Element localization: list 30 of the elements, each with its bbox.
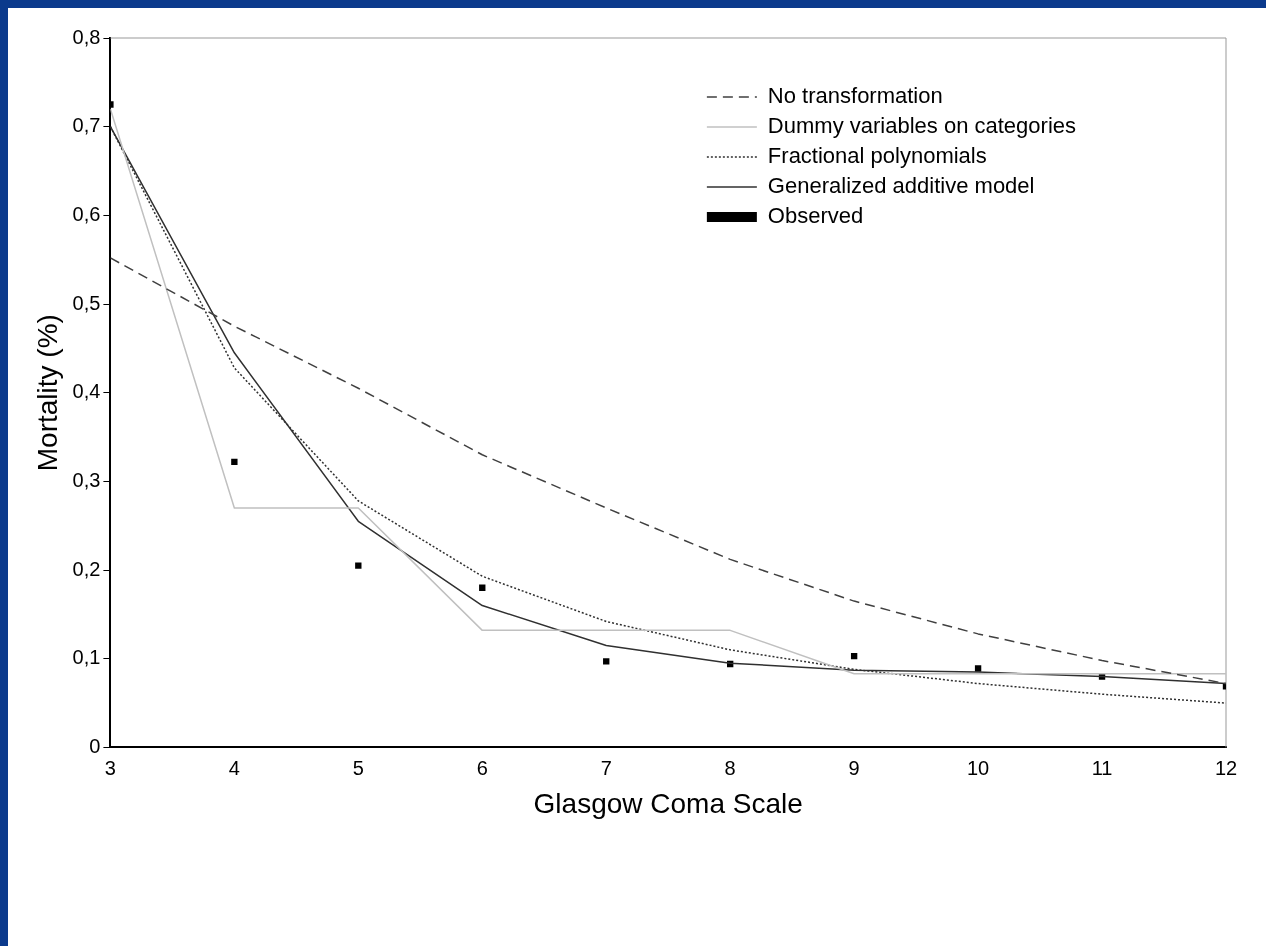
x-tick-label: 3: [104, 756, 116, 779]
point: [231, 458, 238, 466]
x-tick-label: 4: [228, 756, 240, 779]
x-tick-label: 11: [1091, 756, 1113, 779]
x-tick-label: 6: [476, 756, 488, 779]
y-tick-label: 0,3: [72, 468, 101, 491]
legend-label: Fractional polynomials: [767, 143, 987, 169]
legend-label: Generalized additive model: [767, 173, 1035, 199]
y-tick-label: 0,7: [72, 114, 101, 137]
y-tick-label: 0,2: [72, 557, 101, 580]
x-tick-label: 10: [966, 756, 990, 779]
y-axis-title: Mortality (%): [31, 314, 63, 472]
legend-label: No transformation: [767, 83, 943, 109]
x-tick-label: 8: [724, 756, 736, 779]
x-tick-label: 5: [352, 756, 364, 779]
point: [479, 584, 486, 591]
point: [603, 658, 610, 665]
x-axis-title: Glasgow Coma Scale: [533, 787, 803, 819]
legend-label: Observed: [767, 203, 864, 229]
x-tick-label: 12: [1214, 756, 1238, 779]
y-tick-label: 0,1: [72, 646, 101, 669]
y-tick-label: 0,8: [72, 25, 101, 48]
y-tick-label: 0: [89, 734, 101, 757]
y-tick-label: 0,4: [72, 380, 101, 403]
y-tick-label: 0,6: [72, 202, 101, 225]
x-tick-label: 7: [600, 756, 612, 779]
legend-label: Dummy variables on categories: [767, 113, 1077, 139]
x-tick-label: 9: [848, 756, 860, 779]
y-tick-label: 0,5: [72, 291, 101, 314]
point: [355, 562, 362, 569]
